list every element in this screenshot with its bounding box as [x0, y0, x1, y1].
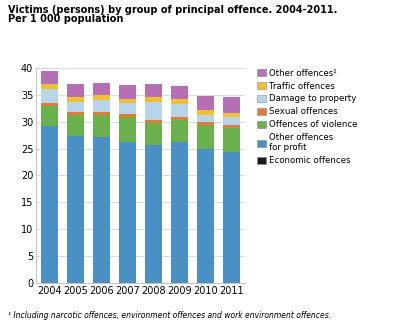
Bar — [145, 84, 162, 97]
Text: Per 1 000 population: Per 1 000 population — [8, 14, 124, 24]
Bar — [93, 137, 110, 283]
Bar — [197, 125, 214, 149]
Bar — [67, 112, 84, 115]
Legend: Other offences¹, Traffic offences, Damage to property, Sexual offences, Offences: Other offences¹, Traffic offences, Damag… — [257, 69, 357, 166]
Bar — [67, 84, 84, 97]
Bar — [171, 99, 188, 104]
Text: Victims (persons) by group of principal offence. 2004-2011.: Victims (persons) by group of principal … — [8, 5, 337, 15]
Bar — [223, 113, 240, 117]
Bar — [145, 123, 162, 145]
Bar — [197, 122, 214, 125]
Bar — [41, 84, 58, 89]
Bar — [197, 149, 214, 283]
Bar — [41, 103, 58, 106]
Bar — [145, 97, 162, 102]
Bar — [93, 95, 110, 100]
Bar — [171, 86, 188, 99]
Bar — [197, 96, 214, 110]
Bar — [223, 125, 240, 128]
Bar — [41, 106, 58, 127]
Bar — [119, 103, 136, 114]
Bar — [41, 71, 58, 84]
Bar — [93, 100, 110, 112]
Bar — [41, 127, 58, 283]
Bar — [223, 97, 240, 113]
Bar — [171, 120, 188, 142]
Bar — [171, 142, 188, 283]
Bar — [67, 102, 84, 112]
Bar — [93, 83, 110, 95]
Bar — [145, 120, 162, 123]
Bar — [145, 102, 162, 120]
Bar — [223, 117, 240, 125]
Bar — [171, 117, 188, 120]
Bar — [93, 115, 110, 137]
Bar — [119, 114, 136, 117]
Bar — [119, 99, 136, 103]
Bar — [93, 112, 110, 115]
Text: ¹ Including narcotic offences, environment offences and work environment offence: ¹ Including narcotic offences, environme… — [8, 311, 331, 320]
Bar — [171, 104, 188, 117]
Bar — [223, 152, 240, 283]
Bar — [145, 145, 162, 283]
Bar — [119, 117, 136, 141]
Bar — [67, 115, 84, 136]
Bar — [41, 89, 58, 103]
Bar — [67, 136, 84, 283]
Bar — [197, 115, 214, 122]
Bar — [223, 128, 240, 152]
Bar — [197, 110, 214, 115]
Bar — [119, 141, 136, 283]
Bar — [119, 85, 136, 99]
Bar — [67, 97, 84, 102]
